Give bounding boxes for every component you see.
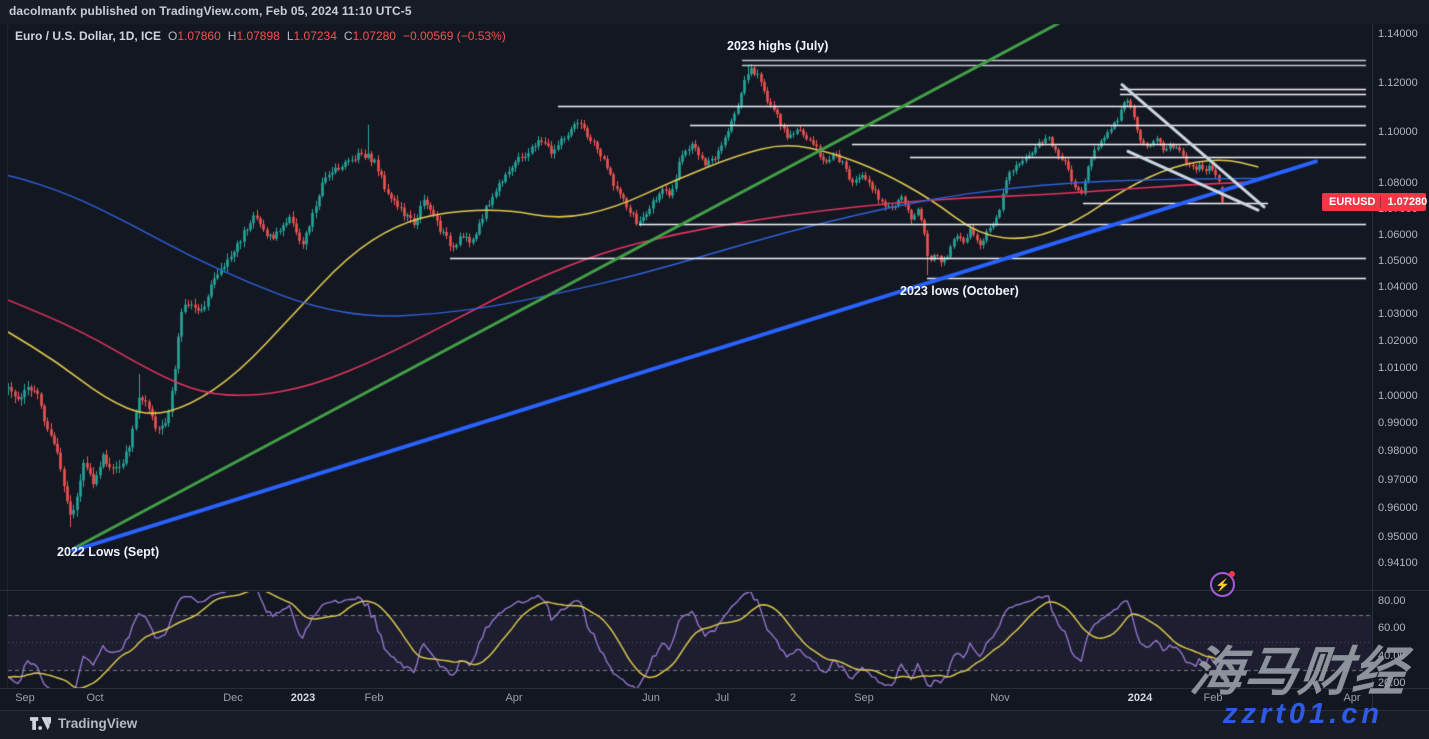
price-tick-0.95000: 0.95000: [1378, 531, 1418, 544]
tradingview-brand: TradingView: [30, 716, 137, 731]
symbol-title: Euro / U.S. Dollar, 1D, ICE: [15, 29, 162, 43]
label-2022-lows: 2022 Lows (Sept): [57, 545, 160, 559]
time-tick-Feb: Feb: [1203, 692, 1223, 704]
label-2023-lows: 2023 lows (October): [900, 284, 1019, 298]
price-tick-1.03000: 1.03000: [1378, 307, 1418, 320]
price-tick-0.94100: 0.94100: [1378, 557, 1418, 570]
last-price-label: EURUSD 1.07280: [1322, 193, 1428, 212]
ohlc-field-L: L1.07234: [286, 29, 337, 43]
price-tick-1.00000: 1.00000: [1378, 389, 1418, 402]
ohlc-field-H: H1.07898: [227, 29, 280, 43]
price-tick-0.97000: 0.97000: [1378, 473, 1418, 486]
watermark-chinese: 海马财经: [1187, 643, 1410, 702]
publish-info: dacolmanfx published on TradingView.com,…: [9, 4, 412, 18]
symbol-legend: Euro / U.S. Dollar, 1D, ICE O1.07860 H1.07…: [15, 29, 506, 43]
time-tick-Feb: Feb: [364, 692, 384, 704]
footer-bar: TradingView: [0, 711, 1429, 739]
price-tick-0.99000: 0.99000: [1378, 417, 1418, 430]
tradingview-logo: [30, 717, 51, 730]
rsi-tick-80.00: 80.00: [1378, 594, 1406, 607]
change-value: −0.00569 (−0.53%): [402, 29, 506, 43]
lightning-icon: ⚡: [1215, 577, 1230, 592]
price-tick-1.08000: 1.08000: [1378, 177, 1418, 190]
lightning-button[interactable]: ⚡: [1210, 571, 1235, 597]
notification-dot: [1229, 571, 1235, 577]
time-tick-Dec: Dec: [223, 692, 243, 704]
tradingview-brand-text: TradingView: [58, 716, 138, 731]
footer-separator: [0, 710, 1429, 711]
time-tick-Nov: Nov: [990, 692, 1010, 704]
ohlc-field-O: O1.07860: [168, 29, 221, 43]
time-tick-Sep: Sep: [15, 692, 35, 704]
watermark-site: zzrt01.cn: [1222, 698, 1384, 730]
pane-left-border: [7, 24, 8, 688]
time-tick-Apr: Apr: [505, 692, 523, 704]
rsi-tick-60.00: 60.00: [1378, 622, 1406, 635]
time-tick-Jun: Jun: [642, 692, 660, 704]
price-tick-0.98000: 0.98000: [1378, 445, 1418, 458]
rsi-tick-40.00: 40.00: [1378, 649, 1406, 662]
price-tick-0.96000: 0.96000: [1378, 502, 1418, 515]
label-2023-highs: 2023 highs (July): [727, 39, 829, 53]
price-tick-1.01000: 1.01000: [1378, 362, 1418, 375]
price-axis-border: [1372, 24, 1373, 711]
pane-separator: [0, 590, 1429, 591]
time-tick-2: 2: [789, 692, 797, 704]
time-tick-Oct: Oct: [86, 692, 104, 704]
price-tick-1.02000: 1.02000: [1378, 334, 1418, 347]
price-tick-1.14000: 1.14000: [1378, 27, 1418, 40]
rsi-tick-20.00: 20.00: [1378, 677, 1406, 690]
publish-header: dacolmanfx published on TradingView.com,…: [0, 0, 1429, 24]
price-label-value: 1.07280: [1387, 196, 1428, 209]
time-tick-Apr: Apr: [1343, 692, 1361, 704]
price-tick-1.10000: 1.10000: [1378, 126, 1418, 139]
price-label-symbol: EURUSD: [1322, 196, 1382, 209]
price-tick-1.05000: 1.05000: [1378, 254, 1418, 267]
price-tick-1.12000: 1.12000: [1378, 76, 1418, 89]
time-tick-2024: 2024: [1127, 692, 1153, 704]
time-axis-separator: [0, 688, 1429, 689]
ohlc-field-C: C1.07280: [343, 29, 396, 43]
time-tick-Sep: Sep: [854, 692, 874, 704]
price-tick-1.04000: 1.04000: [1378, 281, 1418, 294]
time-tick-Jul: Jul: [714, 692, 730, 704]
time-tick-2023: 2023: [290, 692, 316, 704]
price-tick-1.06000: 1.06000: [1378, 228, 1418, 241]
